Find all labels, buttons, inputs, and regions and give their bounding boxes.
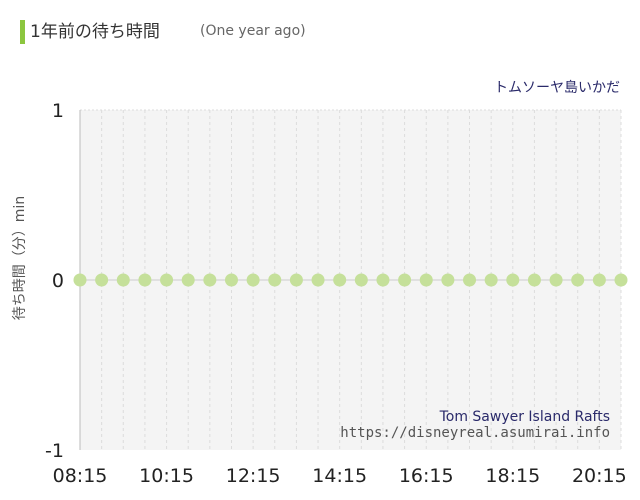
x-tick-labels: 08:15 10:15 12:15 14:15 16:15 18:15 20:15 (53, 465, 627, 487)
data-point (354, 273, 368, 287)
data-point (419, 273, 433, 287)
data-point (333, 273, 347, 287)
data-point (224, 273, 238, 287)
data-point (571, 273, 585, 287)
page-subtitle: (One year ago) (200, 23, 306, 39)
attraction-name-en: Tom Sawyer Island Rafts (439, 409, 610, 425)
data-point (398, 273, 412, 287)
data-point (311, 273, 325, 287)
title-accent-bar (20, 20, 25, 44)
data-point (116, 273, 130, 287)
data-point (246, 273, 260, 287)
x-tick-label: 16:15 (399, 465, 454, 487)
data-point (289, 273, 303, 287)
x-tick-label: 12:15 (226, 465, 281, 487)
data-point (95, 273, 109, 287)
data-point (268, 273, 282, 287)
page-title: 1年前の待ち時間 (30, 22, 160, 42)
data-point (527, 273, 541, 287)
y-tick-label: -1 (45, 440, 64, 462)
data-point (506, 273, 520, 287)
data-point (160, 273, 174, 287)
data-point (181, 273, 195, 287)
data-point (73, 273, 87, 287)
x-tick-label: 10:15 (139, 465, 194, 487)
data-point (138, 273, 152, 287)
data-point (592, 273, 606, 287)
attraction-name-ja: トムソーヤ島いかだ (494, 80, 620, 96)
data-point (376, 273, 390, 287)
data-point (484, 273, 498, 287)
source-url: https://disneyreal.asumirai.info (340, 425, 610, 441)
x-tick-label: 14:15 (312, 465, 367, 487)
x-tick-label: 18:15 (485, 465, 540, 487)
x-tick-label: 08:15 (53, 465, 108, 487)
data-point (463, 273, 477, 287)
x-tick-label: 20:15 (572, 465, 627, 487)
data-point (441, 273, 455, 287)
data-point (549, 273, 563, 287)
y-tick-label: 0 (52, 270, 64, 292)
y-tick-label: 1 (52, 100, 64, 122)
data-point (203, 273, 217, 287)
y-tick-labels: 1 0 -1 (45, 100, 64, 462)
data-points (73, 273, 628, 287)
data-point (614, 273, 628, 287)
y-axis-label: 待ち時間（分）min (12, 196, 28, 320)
